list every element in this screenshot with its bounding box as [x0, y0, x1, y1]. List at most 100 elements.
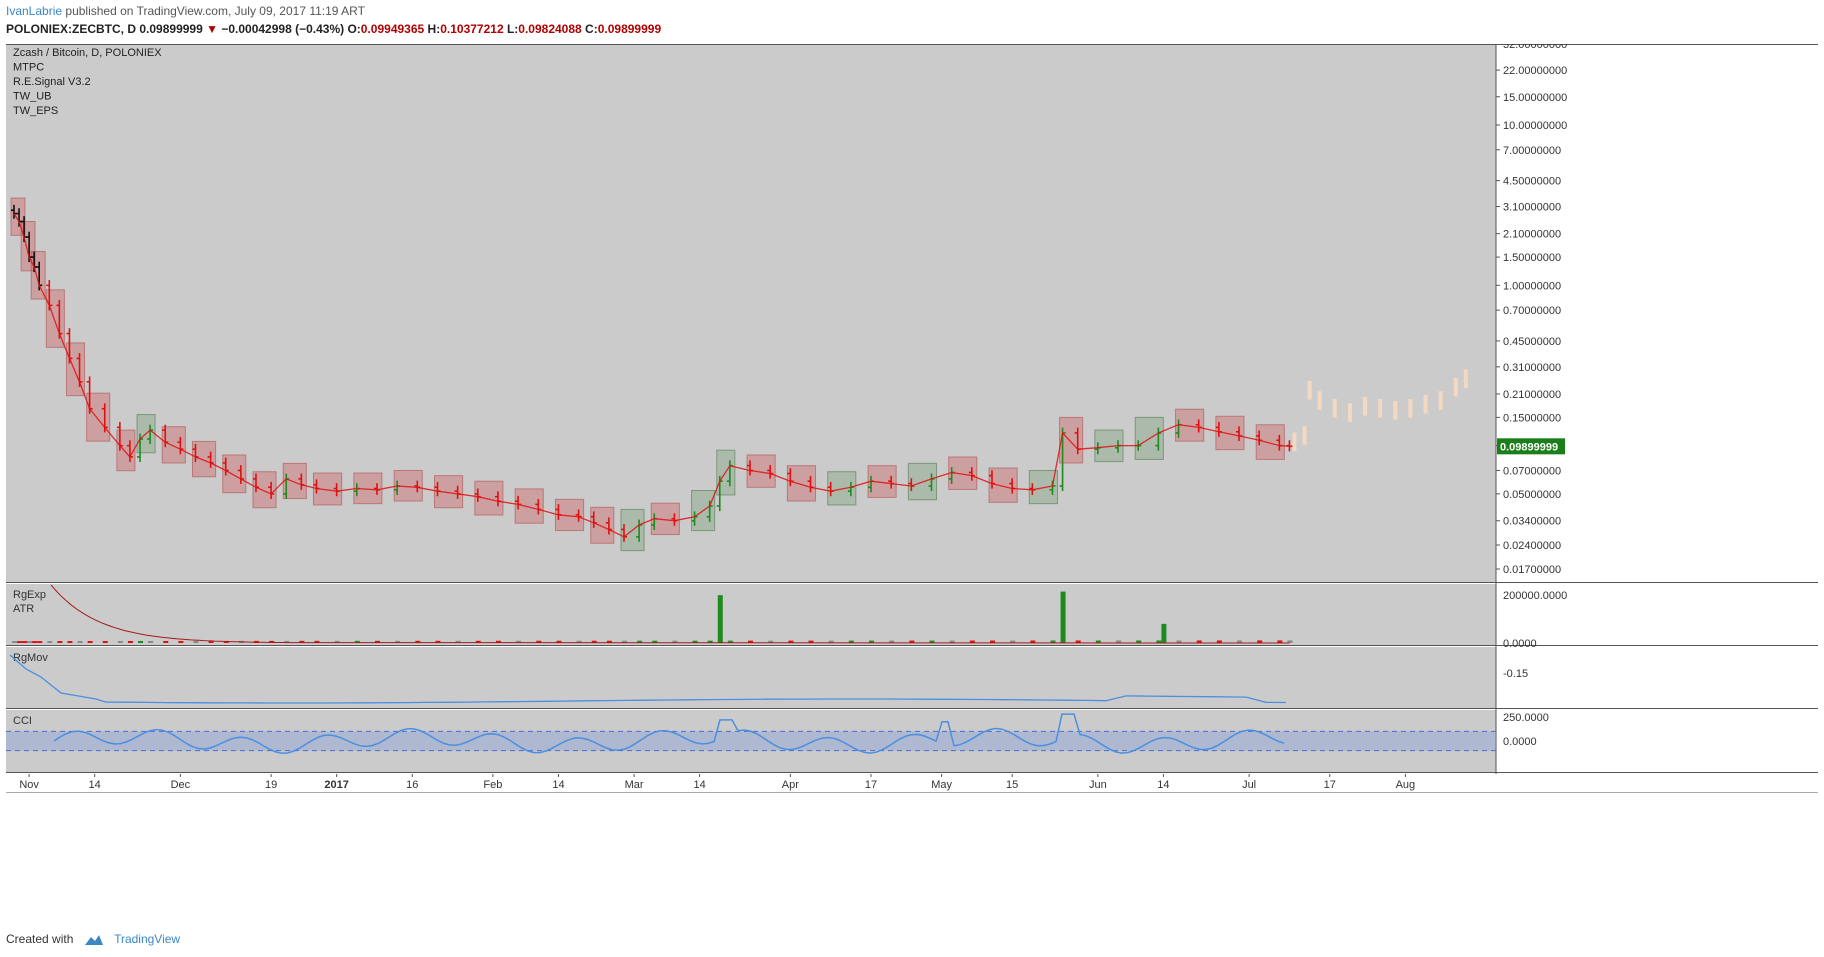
volume-bar [32, 641, 38, 643]
projection-bar [1408, 398, 1413, 418]
volume-bar [1010, 640, 1016, 643]
time-tick-label: 19 [265, 779, 277, 791]
price-tick-label: 0.07000000 [1503, 465, 1561, 477]
current-price-tag [1497, 438, 1565, 455]
volume-bar [929, 640, 935, 643]
chart-area[interactable]: 32.00000000 22.00000000 15.00000000 10.0000… [6, 39, 1818, 918]
projection-bar [1347, 403, 1352, 422]
atr-line [50, 584, 1290, 644]
projection-bar [1332, 398, 1337, 418]
volume-bar [1030, 640, 1036, 643]
chart-canvas[interactable]: 32.00000000 22.00000000 15.00000000 10.0000… [6, 39, 1818, 918]
publish-line: IvanLabrie published on TradingView.com,… [6, 4, 365, 18]
open-value: 0.09949365 [360, 22, 425, 36]
volume-bar [828, 640, 834, 643]
volume-bar [768, 640, 774, 643]
volume-bar [652, 640, 658, 643]
volume-bar [748, 640, 754, 643]
time-tick-label: 14 [89, 779, 101, 791]
price-tick-label: 4.50000000 [1503, 176, 1561, 188]
volume-bar [87, 640, 93, 643]
last-price: 0.09899999 [139, 22, 203, 36]
volume-bar [788, 640, 794, 643]
volume-bar [889, 640, 895, 643]
author-link[interactable]: IvanLabrie [6, 4, 63, 18]
volume-bar [395, 640, 401, 643]
volume-bar [475, 640, 481, 643]
low-label: L: [506, 22, 519, 36]
volume-tick-label: 0.0000 [1503, 638, 1537, 650]
created-with-text: Created with [6, 932, 74, 946]
time-tick-label: 14 [552, 779, 564, 791]
price-tick-label: 0.05000000 [1503, 489, 1561, 501]
cci-tick-label: 250.0000 [1503, 712, 1549, 724]
volume-bar [949, 640, 955, 643]
price-tick-label: 1.00000000 [1503, 280, 1561, 292]
volume-tick-label: 200000.0000 [1503, 590, 1567, 602]
volume-bar [284, 640, 290, 643]
volume-bar [869, 640, 875, 643]
price-tick-label: 0.31000000 [1503, 362, 1561, 374]
volume-bar [707, 640, 713, 643]
volume-bar [117, 640, 123, 643]
volume-spike-bar [1060, 591, 1066, 643]
volume-bar [576, 640, 582, 643]
time-tick-label: Dec [171, 779, 191, 791]
current-price-label: 0.09899999 [1500, 441, 1558, 453]
volume-bar [138, 640, 144, 643]
volume-bar [193, 640, 199, 643]
volume-bar [672, 640, 678, 643]
legend-item: TW_UB [13, 91, 52, 103]
price-tick-label: 1.50000000 [1503, 252, 1561, 264]
price-tick-label: 0.03400000 [1503, 516, 1561, 528]
projection-bar [1438, 391, 1443, 410]
volume-bar [1075, 640, 1081, 643]
volume-bar [455, 640, 461, 643]
time-tick-label: Nov [19, 779, 39, 791]
volume-bar [808, 640, 814, 643]
footer: Created with TradingView [6, 932, 180, 947]
volume-bar [374, 640, 380, 643]
rgmov-line [9, 654, 1287, 704]
volume-bar [1257, 640, 1263, 643]
projection-bar [1453, 377, 1458, 397]
volume-bar [1196, 640, 1202, 643]
low-value: 0.09824088 [518, 22, 582, 36]
volume-pane-label: RgExp [13, 589, 46, 601]
volume-bar [435, 640, 441, 643]
legend-item: TW_EPS [13, 105, 58, 117]
time-tick-label: Jul [1242, 779, 1256, 791]
price-tick-label: 22.00000000 [1503, 65, 1567, 77]
tradingview-link[interactable]: TradingView [114, 932, 181, 946]
volume-bar [848, 640, 854, 643]
volume-bar [621, 640, 627, 643]
legend-item: MTPC [13, 62, 44, 74]
volume-spike-bar [1161, 623, 1167, 643]
volume-bar [909, 640, 915, 643]
high-label: H: [427, 22, 441, 36]
volume-bar [27, 641, 33, 643]
volume-bar [22, 641, 28, 643]
down-triangle-icon: ▼ [206, 22, 218, 36]
time-tick-label: Feb [483, 779, 502, 791]
volume-bar [516, 640, 522, 643]
volume-bar [102, 640, 108, 643]
volume-bar [692, 640, 698, 643]
price-close-line [13, 213, 1290, 538]
volume-bar [1237, 640, 1243, 643]
legend-item: R.E.Signal V3.2 [13, 76, 91, 88]
high-value: 0.10377212 [440, 22, 504, 36]
volume-bar [163, 640, 169, 643]
price-tick-label: 10.00000000 [1503, 120, 1567, 132]
volume-bar [495, 640, 501, 643]
tradingview-logo-icon [84, 934, 103, 945]
volume-bar [990, 640, 995, 643]
time-tick-label: 2017 [324, 779, 348, 791]
chart-header: IvanLabrie published on TradingView.com,… [0, 0, 1824, 44]
time-tick-label: Jun [1089, 779, 1107, 791]
volume-bar [17, 641, 23, 643]
time-tick-label: 17 [1324, 779, 1336, 791]
projection-bar [1292, 432, 1297, 452]
projection-bar [1363, 396, 1368, 416]
price-tick-label: 2.10000000 [1503, 229, 1561, 241]
